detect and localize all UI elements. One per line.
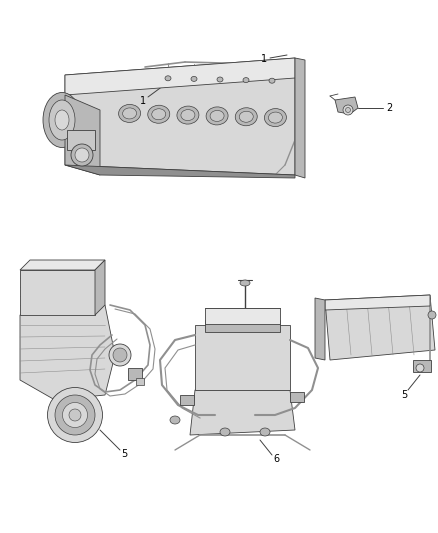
Ellipse shape: [205, 107, 228, 125]
Ellipse shape: [113, 348, 127, 362]
Ellipse shape: [210, 110, 223, 122]
Text: 5: 5: [120, 449, 127, 459]
Ellipse shape: [55, 110, 69, 130]
Ellipse shape: [268, 78, 274, 83]
Polygon shape: [65, 58, 294, 175]
Ellipse shape: [109, 344, 131, 366]
Polygon shape: [324, 295, 434, 360]
Polygon shape: [190, 390, 294, 435]
Bar: [136, 378, 144, 385]
Ellipse shape: [345, 108, 350, 112]
Polygon shape: [334, 97, 357, 114]
Ellipse shape: [235, 108, 257, 126]
Polygon shape: [20, 305, 115, 400]
Ellipse shape: [216, 77, 223, 82]
Ellipse shape: [55, 395, 95, 435]
Ellipse shape: [264, 109, 286, 127]
Text: 1: 1: [260, 54, 266, 64]
Bar: [205, 320, 279, 332]
Ellipse shape: [415, 364, 423, 372]
Ellipse shape: [62, 402, 87, 427]
Bar: [194, 325, 290, 390]
Ellipse shape: [239, 111, 253, 122]
Ellipse shape: [342, 105, 352, 115]
Text: 1: 1: [140, 96, 146, 106]
Ellipse shape: [219, 428, 230, 436]
Text: 6: 6: [272, 454, 279, 464]
Polygon shape: [65, 95, 100, 175]
Polygon shape: [95, 260, 105, 315]
Ellipse shape: [71, 144, 93, 166]
Bar: [205, 308, 279, 324]
Ellipse shape: [170, 416, 180, 424]
Ellipse shape: [180, 110, 194, 120]
Ellipse shape: [243, 78, 248, 83]
Ellipse shape: [191, 76, 197, 82]
Ellipse shape: [268, 112, 282, 123]
Polygon shape: [20, 270, 95, 315]
Bar: [128, 368, 141, 380]
Ellipse shape: [43, 93, 81, 148]
Ellipse shape: [165, 76, 171, 81]
Text: 5: 5: [400, 390, 406, 400]
Ellipse shape: [118, 104, 140, 123]
Ellipse shape: [148, 105, 170, 123]
Ellipse shape: [122, 108, 136, 119]
Ellipse shape: [177, 106, 198, 124]
Bar: [67, 130, 95, 150]
Bar: [412, 360, 430, 372]
Ellipse shape: [259, 428, 269, 436]
Ellipse shape: [427, 311, 435, 319]
Polygon shape: [314, 298, 324, 360]
Polygon shape: [65, 58, 294, 95]
Ellipse shape: [49, 100, 75, 140]
Text: 2: 2: [385, 103, 391, 113]
Ellipse shape: [240, 280, 249, 286]
Bar: [290, 392, 303, 402]
Ellipse shape: [47, 387, 102, 442]
Polygon shape: [65, 165, 294, 178]
Bar: [180, 395, 194, 405]
Polygon shape: [294, 58, 304, 178]
Ellipse shape: [69, 409, 81, 421]
Ellipse shape: [152, 109, 166, 120]
Ellipse shape: [75, 148, 89, 162]
Polygon shape: [20, 260, 105, 270]
Polygon shape: [324, 295, 429, 310]
